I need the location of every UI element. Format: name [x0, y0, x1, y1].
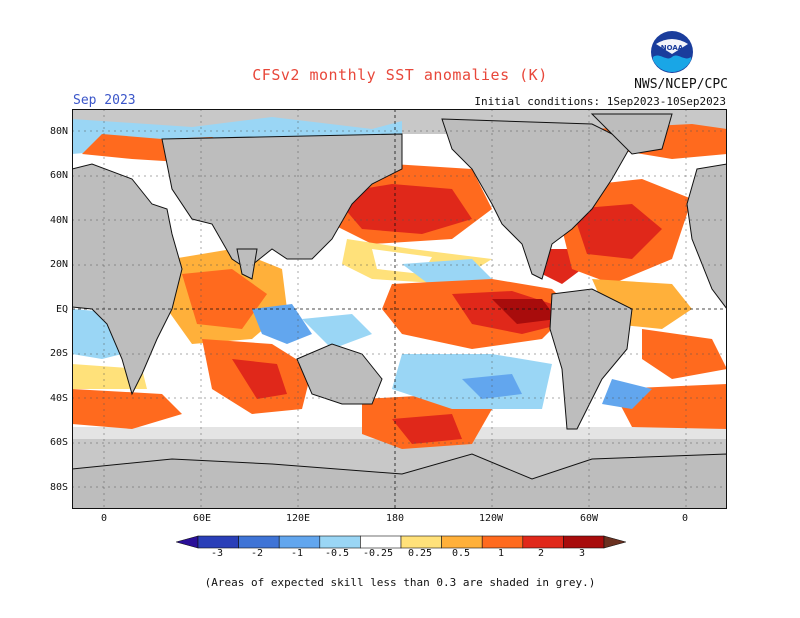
colorbar-segment — [400, 535, 442, 549]
lon-label: 180 — [385, 513, 405, 524]
africa-europe-landmass — [72, 163, 183, 396]
map-frame — [72, 109, 727, 509]
west-pacific-cool — [302, 314, 372, 349]
colorbar-label: -0.5 — [324, 548, 350, 559]
colorbar-label: 2 — [537, 548, 545, 559]
lat-label: 80S — [49, 482, 68, 493]
lat-label: 20S — [49, 348, 68, 359]
colorbar-label: -1 — [290, 548, 304, 559]
logo-text: NOAA — [660, 44, 684, 52]
colorbar-segment — [441, 535, 483, 549]
lat-label: 20N — [49, 259, 68, 270]
colorbar-label: 3 — [578, 548, 586, 559]
el-nino-core — [492, 299, 557, 324]
colorbar-segment — [238, 535, 280, 549]
map-title: CFSv2 monthly SST anomalies (K) — [252, 66, 548, 84]
colorbar-label: 0.5 — [451, 548, 471, 559]
colorbar-max-arrow — [603, 535, 626, 549]
month-label: Sep 2023 — [73, 93, 136, 108]
initial-conditions-label: Initial conditions: 1Sep2023-10Sep2023 — [474, 95, 726, 108]
colorbar — [176, 535, 626, 549]
lon-label: 0 — [681, 513, 689, 524]
india-landmass — [236, 248, 258, 280]
lon-label: 60W — [579, 513, 599, 524]
maritime-continent-cool — [252, 304, 312, 344]
colorbar-segment — [481, 535, 524, 549]
lat-label: EQ — [55, 304, 68, 315]
asia-landmass — [161, 133, 403, 270]
skill-footnote: (Areas of expected skill less than 0.3 a… — [204, 576, 596, 589]
noaa-logo: NOAA — [650, 30, 694, 78]
lon-label: 60E — [192, 513, 212, 524]
north-america-landmass — [441, 118, 633, 280]
colorbar-segment — [563, 535, 605, 549]
lon-label: 0 — [100, 513, 108, 524]
colorbar-label: 1 — [497, 548, 505, 559]
lat-label: 40N — [49, 215, 68, 226]
colorbar-segment — [278, 535, 321, 549]
south-america-landmass — [549, 288, 633, 430]
tasman-core — [392, 414, 462, 444]
lat-label: 60N — [49, 170, 68, 181]
colorbar-segment — [360, 535, 402, 549]
colorbar-segment — [197, 535, 239, 549]
continents — [72, 113, 727, 509]
north-pacific-core — [332, 184, 472, 234]
colorbar-segment — [522, 535, 564, 549]
south-indian-core — [232, 359, 287, 399]
colorbar-label: -2 — [250, 548, 264, 559]
north-atlantic-core — [572, 204, 662, 259]
colorbar-label: 0.25 — [407, 548, 433, 559]
lon-label: 120E — [285, 513, 311, 524]
antarctica-landmass — [72, 453, 727, 509]
lat-label: 80N — [49, 126, 68, 137]
australia-landmass — [296, 343, 383, 405]
south-atlantic-band-warm — [72, 389, 182, 429]
lat-label: 40S — [49, 393, 68, 404]
colorbar-label: -3 — [210, 548, 224, 559]
africa-east-wrap-landmass — [686, 163, 727, 310]
colorbar-label: -0.25 — [362, 548, 394, 559]
lon-label: 120W — [478, 513, 504, 524]
agency-label: NWS/NCEP/CPC — [634, 77, 728, 92]
colorbar-segment — [319, 535, 361, 549]
greenland-landmass — [590, 113, 673, 155]
equator-dateline — [72, 109, 727, 509]
lat-label: 60S — [49, 437, 68, 448]
sst-anomaly-map — [72, 109, 727, 509]
indian-ocean-core — [182, 269, 267, 329]
colorbar-min-arrow — [176, 535, 199, 549]
brazil-malvinas-cool — [602, 379, 652, 409]
